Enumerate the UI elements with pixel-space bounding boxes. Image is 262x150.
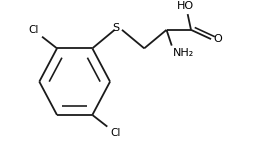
Text: NH₂: NH₂	[173, 48, 194, 58]
Text: S: S	[112, 23, 119, 33]
Text: Cl: Cl	[28, 25, 39, 35]
Text: HO: HO	[177, 1, 194, 10]
Text: O: O	[214, 34, 222, 44]
Text: Cl: Cl	[110, 128, 120, 138]
